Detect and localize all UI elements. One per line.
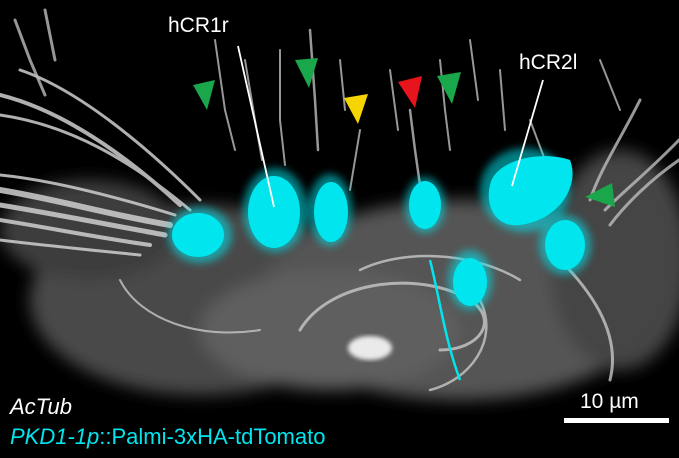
cell-d bbox=[409, 181, 441, 229]
scale-bar-label: 10 µm bbox=[580, 390, 639, 413]
arrowhead-green-3 bbox=[437, 72, 461, 104]
cyan-process bbox=[428, 259, 462, 381]
label-hcr2l: hCR2l bbox=[519, 51, 578, 74]
left-fiber-bundle bbox=[0, 68, 202, 257]
arrowhead-red bbox=[398, 76, 422, 108]
bright-spot bbox=[348, 336, 392, 360]
cell-hcr2l bbox=[488, 156, 573, 226]
label-pkd-gene: PKD1-1p bbox=[10, 424, 100, 449]
callout-lines bbox=[237, 45, 544, 208]
arrowhead-green-1 bbox=[193, 80, 215, 110]
cilia bbox=[13, 8, 679, 227]
arrowhead-green-4 bbox=[585, 183, 615, 207]
hcr2l-callout-line bbox=[511, 79, 544, 187]
scale-bar bbox=[564, 418, 669, 423]
cell-c bbox=[314, 182, 348, 242]
label-pkd-construct: ::Palmi-3xHA-tdTomato bbox=[99, 424, 326, 449]
cell-a bbox=[172, 213, 224, 257]
cell-f bbox=[545, 220, 585, 270]
cell-hcr1r bbox=[248, 176, 300, 248]
arrowhead-green-2 bbox=[295, 58, 318, 88]
cell-g bbox=[453, 258, 487, 306]
arrowheads bbox=[193, 58, 615, 207]
arrowhead-yellow bbox=[344, 94, 368, 124]
hcr1r-callout-line bbox=[237, 45, 275, 208]
label-actub: AcTub bbox=[10, 394, 72, 419]
label-pkd-reporter: PKD1-1p::Palmi-3xHA-tdTomato bbox=[10, 424, 325, 450]
pkd-cells bbox=[168, 148, 591, 381]
label-hcr1r: hCR1r bbox=[168, 14, 229, 37]
